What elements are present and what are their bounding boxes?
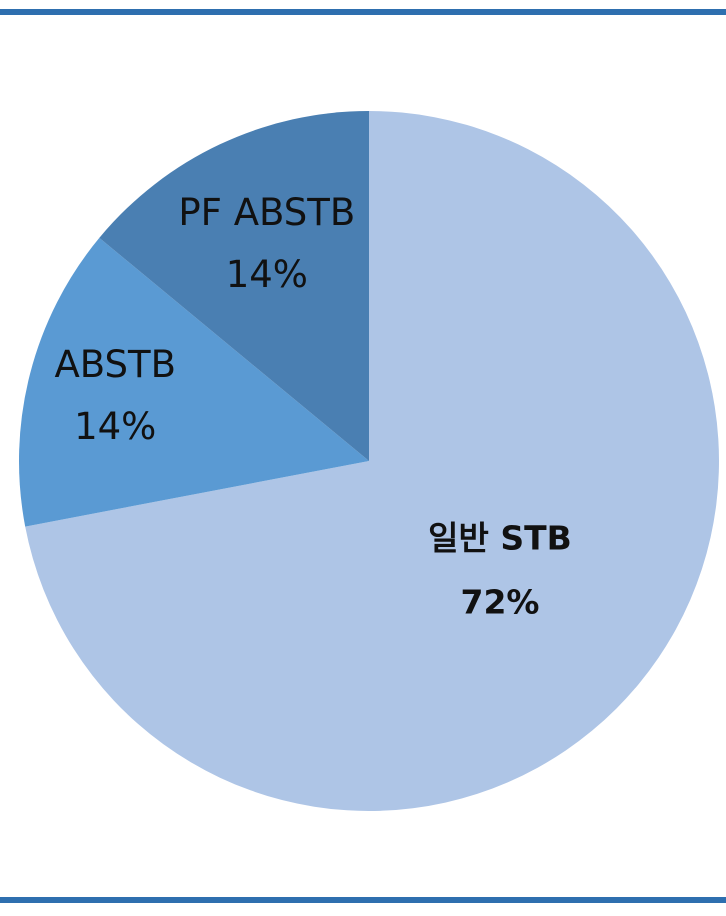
pie-slice-pf-abstb (99, 111, 369, 461)
slice-percent-general-stb: 72% (460, 582, 539, 621)
pie-slice-general-stb (25, 111, 719, 811)
slice-percent-pf-abstb: 14% (226, 253, 308, 296)
pie-slice-abstb (19, 237, 370, 527)
slice-label-abstb: ABSTB (54, 343, 176, 386)
top-border-rule (0, 9, 726, 15)
slice-percent-abstb: 14% (74, 405, 156, 448)
slice-label-general-stb: 일반 STB (428, 518, 572, 557)
bottom-border-rule (0, 897, 726, 903)
slice-label-pf-abstb: PF ABSTB (178, 191, 355, 234)
